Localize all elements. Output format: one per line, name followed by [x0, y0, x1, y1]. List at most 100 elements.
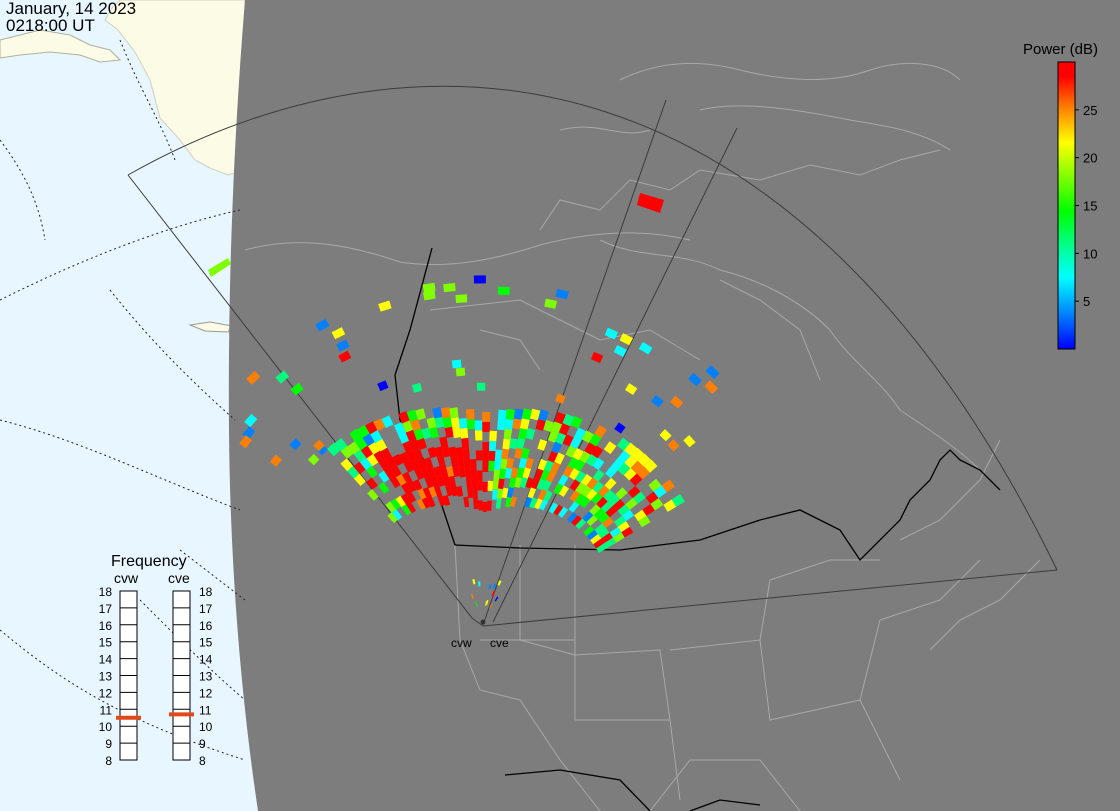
echo-cell: [571, 515, 582, 527]
echo-cell: [437, 456, 446, 468]
echo-cell: [417, 458, 427, 470]
echo-cell: [590, 351, 604, 364]
echo-cell: [492, 479, 499, 490]
echo-cell: [547, 450, 558, 463]
station-marker-cvw: [480, 619, 486, 625]
echo-cell: [477, 500, 483, 511]
echo-cell: [519, 418, 530, 430]
echo-cell: [516, 437, 526, 450]
echo-cell: [489, 603, 493, 609]
echo-cell: [513, 408, 524, 420]
echo-cell: [583, 525, 595, 537]
echo-cell: [494, 459, 502, 471]
echo-cell: [550, 461, 561, 474]
echo-cell: [509, 438, 518, 450]
echo-cell: [574, 493, 586, 505]
echo-cell: [427, 466, 437, 478]
echo-cell: [592, 469, 605, 482]
echo-cell: [406, 480, 417, 493]
echo-cell: [476, 470, 483, 481]
echo-cell: [704, 380, 719, 394]
echo-cell: [487, 480, 494, 491]
echo-cell: [602, 517, 614, 529]
echo-cell: [518, 428, 528, 440]
echo-cell: [554, 452, 565, 465]
echo-cell: [442, 494, 451, 506]
echo-cell: [579, 496, 591, 509]
echo-cell: [501, 487, 509, 499]
echo-cell: [340, 458, 354, 472]
echo-cell: [486, 500, 492, 511]
echo-cell: [239, 435, 252, 449]
echo-cell: [598, 512, 610, 524]
echo-cell: [603, 489, 616, 502]
echo-cell: [518, 457, 528, 469]
echo-cell: [520, 447, 530, 460]
echo-cell: [470, 468, 478, 480]
lat-lon-grid: [0, 39, 246, 761]
echo-cell: [534, 468, 544, 480]
echo-cell: [488, 440, 497, 452]
echo-cell: [491, 591, 495, 597]
echo-cell: [275, 370, 290, 384]
backscatter-echoes: [208, 193, 720, 609]
echo-cell: [378, 459, 391, 472]
echo-cell: [615, 487, 628, 500]
echo-cell: [359, 457, 372, 471]
echo-cell: [441, 446, 451, 458]
echo-cell: [538, 489, 548, 501]
echo-cell: [554, 411, 566, 425]
echo-cell: [537, 439, 548, 451]
echo-cell: [492, 583, 497, 589]
frequency-scale-label: 8: [199, 754, 206, 768]
echo-cell: [482, 411, 491, 422]
echo-cell: [509, 496, 517, 508]
echo-cell: [442, 475, 451, 487]
echo-cell: [586, 488, 598, 501]
echo-cell: [636, 466, 650, 480]
echo-cell: [455, 367, 466, 377]
echo-cell: [579, 450, 591, 464]
echo-cell: [529, 408, 541, 421]
echo-cell: [475, 601, 478, 607]
echo-cell: [427, 446, 437, 459]
frequency-scale-label: 15: [99, 636, 113, 650]
echo-cell: [632, 491, 646, 504]
echo-cell: [392, 453, 404, 467]
colorbar-title: Power (dB): [1023, 41, 1098, 58]
echo-cell: [208, 258, 231, 277]
echo-cell: [525, 457, 534, 470]
echo-cell: [525, 477, 534, 489]
echo-cell: [521, 408, 532, 420]
echo-cell: [659, 429, 672, 442]
echo-cell: [619, 333, 634, 346]
echo-cell: [501, 448, 510, 460]
echo-cell: [629, 473, 643, 487]
frequency-scale-label: 17: [99, 602, 113, 616]
echo-cell: [497, 286, 510, 296]
echo-cell: [650, 498, 664, 511]
frequency-radar-label-cve: cve: [168, 570, 190, 586]
echo-cell: [416, 438, 427, 450]
echo-cell: [624, 442, 638, 456]
echo-cell: [645, 491, 659, 504]
echo-cell: [593, 508, 606, 520]
echo-cell: [514, 476, 523, 488]
echo-cell: [347, 466, 360, 479]
echo-cell: [417, 488, 427, 500]
echo-cell: [331, 327, 346, 340]
echo-cell: [638, 341, 653, 355]
echo-cell: [617, 521, 630, 533]
echo-cell: [504, 467, 513, 479]
echo-cell: [650, 394, 664, 408]
echo-cell: [463, 496, 470, 508]
echo-cell: [452, 427, 461, 439]
echo-cell: [605, 465, 618, 479]
echo-cell: [497, 419, 506, 431]
frequency-scale-label: 18: [99, 585, 113, 599]
echo-cell: [596, 543, 608, 553]
echo-cell: [551, 441, 563, 454]
echo-cell: [466, 418, 475, 430]
echo-cell: [594, 425, 607, 439]
